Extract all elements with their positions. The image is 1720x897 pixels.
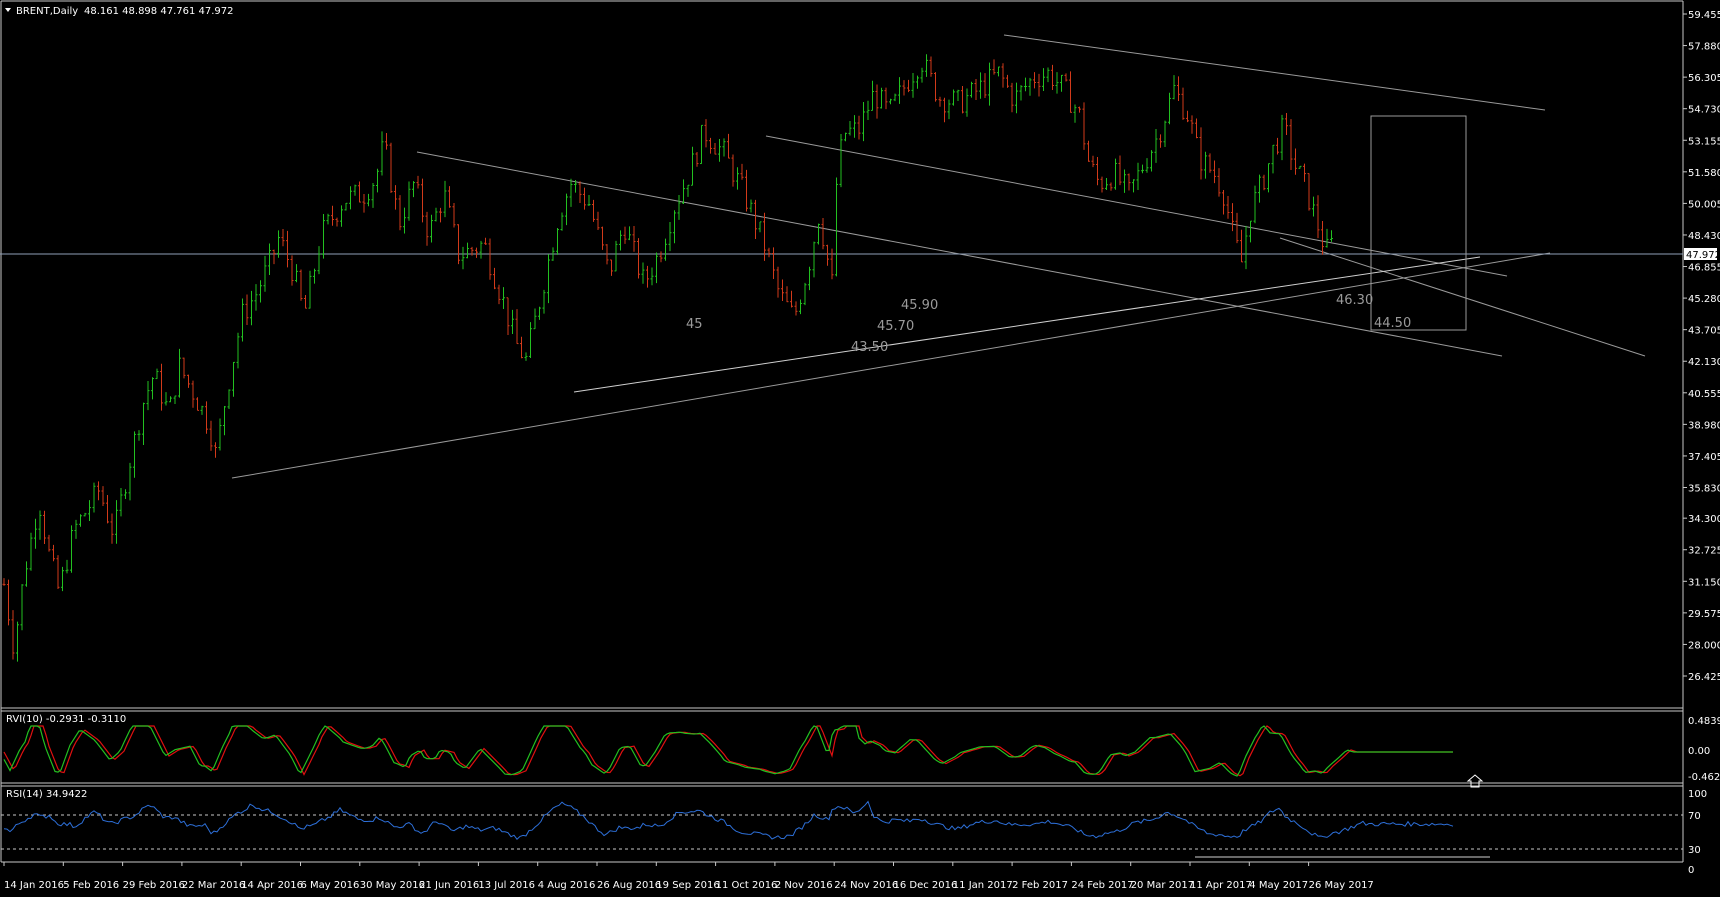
time-tick-label: 14 Apr 2016: [241, 880, 303, 891]
rsi-tick-100: 100: [1688, 789, 1707, 800]
rising-support-line-2: [231, 252, 1551, 479]
chart-header: BRENT,Daily 48.161 48.898 47.761 47.972: [5, 6, 234, 17]
annotation-45-70: 45.70: [877, 319, 914, 334]
lower-channel-line: [1279, 237, 1646, 357]
rsi-tick-0: 0: [1688, 865, 1694, 876]
time-tick-label: 30 May 2016: [360, 880, 425, 891]
price-tick-label: 48.430: [1688, 231, 1720, 242]
annotation-45: 45: [686, 317, 703, 332]
price-tick-label: 28.000: [1688, 640, 1720, 651]
time-tick-label: 19 Sep 2016: [656, 880, 719, 891]
price-tick-label: 38.980: [1688, 420, 1720, 431]
price-tick-label: 31.150: [1688, 577, 1720, 588]
price-tick-label: 46.855: [1688, 263, 1720, 274]
rising-support-line-1: [573, 256, 1481, 393]
time-tick-label: 11 Apr 2017: [1190, 880, 1252, 891]
time-tick-label: 2 Feb 2017: [1012, 880, 1068, 891]
time-tick-label: 11 Jan 2017: [953, 880, 1013, 891]
time-tick-label: 21 Jun 2016: [419, 880, 479, 891]
highlight-box: [1370, 115, 1467, 331]
up-arrow-icon[interactable]: [1466, 774, 1484, 788]
time-tick-label: 22 Mar 2016: [182, 880, 245, 891]
panel-frames: [0, 0, 1684, 863]
annotation-43-50: 43.50: [851, 340, 888, 355]
candlestick-series: [2, 54, 1333, 662]
ohlc-label: 48.161 48.898 47.761 47.972: [84, 6, 234, 17]
price-tick-label: 40.555: [1688, 389, 1720, 400]
current-price-tag: 47.972: [1684, 248, 1720, 261]
time-tick-label: 5 Feb 2016: [63, 880, 119, 891]
rsi-panel: RSI(14) 34.9422 100 70 30 0: [1, 789, 1707, 876]
rvi-tick-top: 0.4839: [1688, 716, 1720, 727]
rsi-tick-70: 70: [1688, 811, 1701, 822]
time-tick-label: 26 May 2017: [1309, 880, 1374, 891]
price-tick-label: 43.705: [1688, 326, 1720, 337]
price-tick-label: 50.005: [1688, 199, 1720, 210]
annotation-46-30: 46.30: [1336, 293, 1373, 308]
trendlines: [0, 34, 1683, 479]
rvi-panel: RVI(10) -0.2931 -0.3110 0.4839 0.00 -0.4…: [3, 714, 1720, 788]
price-tick-label: 34.300: [1688, 514, 1720, 525]
rsi-tick-30: 30: [1688, 845, 1701, 856]
annotation-45-90: 45.90: [901, 298, 938, 313]
price-tick-label: 45.280: [1688, 294, 1720, 305]
time-tick-label: 4 May 2017: [1249, 880, 1308, 891]
time-tick-label: 13 Jul 2016: [478, 880, 535, 891]
current-price-label: 47.972: [1686, 250, 1720, 261]
time-tick-label: 2 Nov 2016: [775, 880, 833, 891]
price-tick-label: 51.580: [1688, 168, 1720, 179]
time-tick-label: 4 Aug 2016: [538, 880, 596, 891]
time-tick-label: 11 Oct 2016: [716, 880, 778, 891]
time-tick-label: 24 Nov 2016: [834, 880, 898, 891]
collapse-triangle-icon[interactable]: [5, 8, 11, 12]
time-tick-label: 16 Dec 2016: [894, 880, 958, 891]
rvi-tick-zero: 0.00: [1688, 746, 1710, 757]
annotations: 45 43.50 45.70 45.90 46.30 44.50: [686, 293, 1411, 355]
rsi-title: RSI(14) 34.9422: [6, 789, 87, 800]
rvi-title: RVI(10) -0.2931 -0.3110: [6, 714, 126, 725]
symbol-label: BRENT,Daily: [16, 6, 78, 17]
price-tick-label: 53.155: [1688, 136, 1720, 147]
time-tick-label: 14 Jan 2016: [4, 880, 64, 891]
price-tick-label: 54.730: [1688, 105, 1720, 116]
rvi-tick-bottom: -0.4622: [1688, 772, 1720, 783]
price-tick-label: 37.405: [1688, 452, 1720, 463]
price-tick-label: 56.305: [1688, 73, 1720, 84]
price-tick-label: 35.830: [1688, 484, 1720, 495]
price-tick-label: 59.455: [1688, 10, 1720, 21]
time-tick-label: 20 Mar 2017: [1131, 880, 1194, 891]
price-tick-label: 29.575: [1688, 609, 1720, 620]
descending-channel-line-2: [765, 135, 1508, 277]
time-tick-label: 24 Feb 2017: [1071, 880, 1133, 891]
time-tick-label: 26 Aug 2016: [597, 880, 661, 891]
price-tick-label: 57.880: [1688, 42, 1720, 53]
rsi-line: [3, 800, 1454, 840]
price-tick-label: 26.425: [1688, 672, 1720, 683]
price-axis: 59.455 57.880 56.305 54.730 53.155 51.580 50.0…: [1683, 10, 1720, 683]
time-tick-label: 6 May 2016: [301, 880, 360, 891]
time-tick-label: 29 Feb 2016: [123, 880, 185, 891]
price-tick-label: 42.130: [1688, 357, 1720, 368]
annotation-44-50: 44.50: [1374, 316, 1411, 331]
upper-resistance-line: [1003, 34, 1546, 111]
price-tick-label: 32.725: [1688, 546, 1720, 557]
rvi-main-line: [3, 725, 1453, 777]
